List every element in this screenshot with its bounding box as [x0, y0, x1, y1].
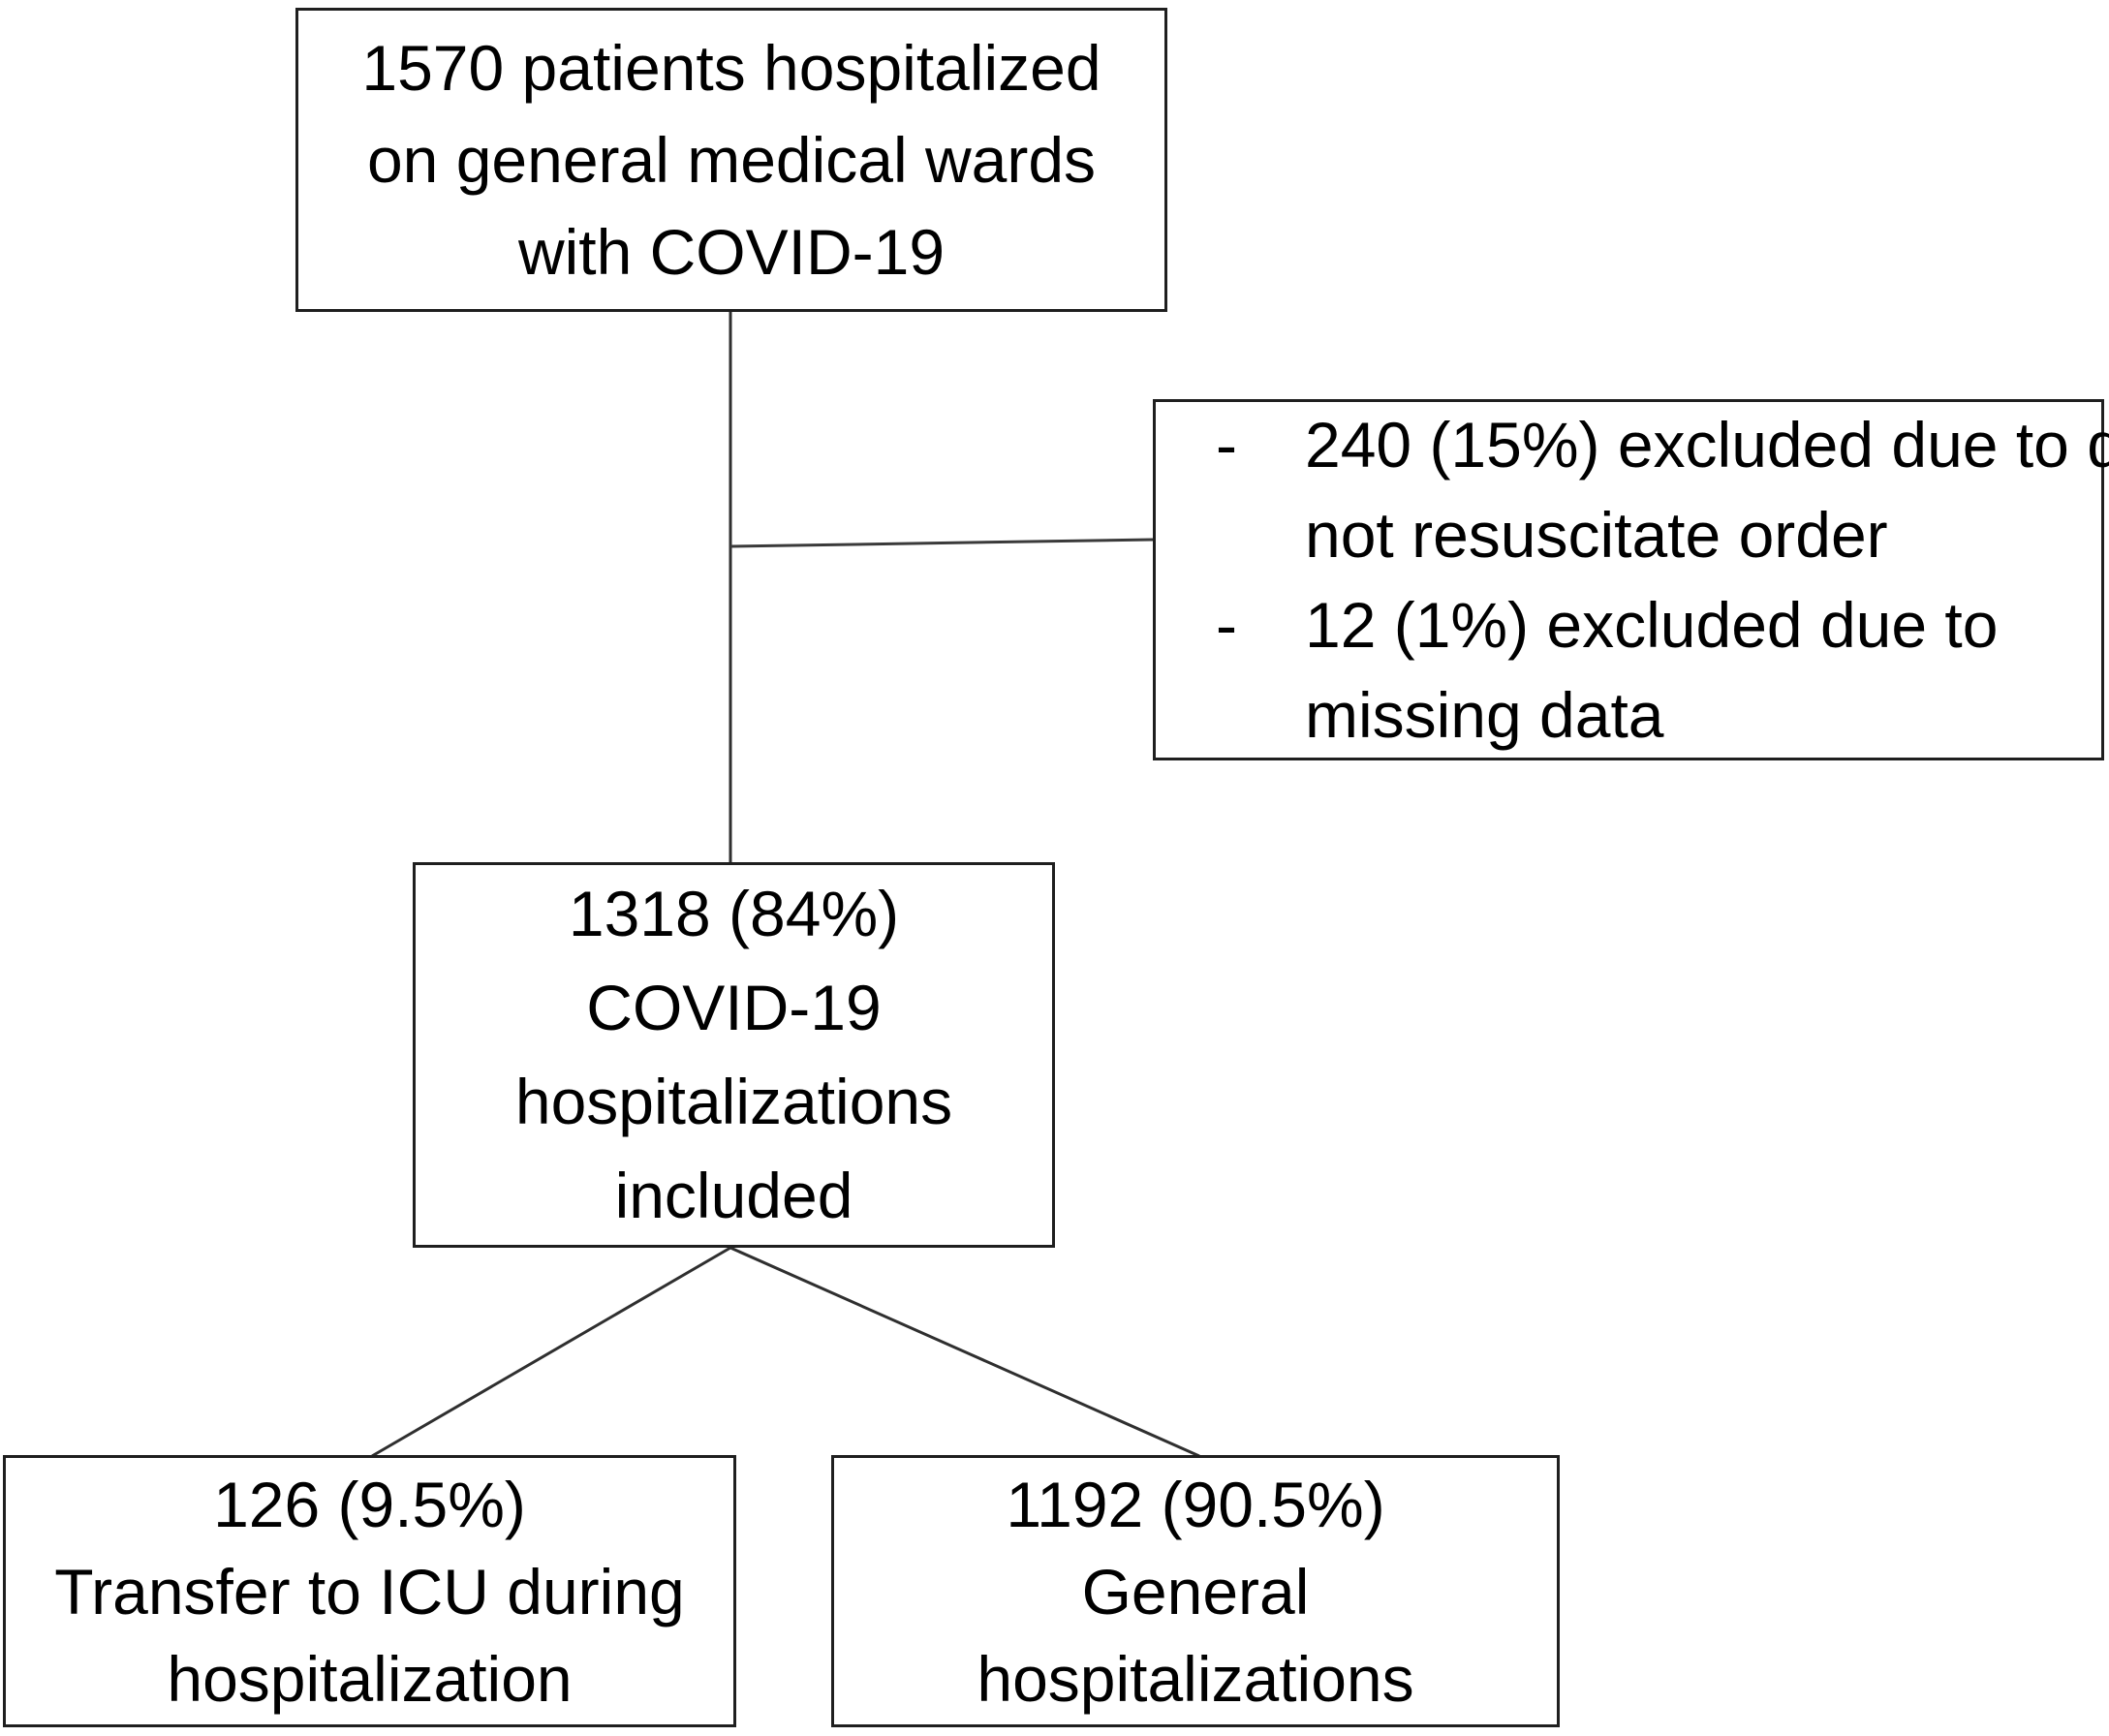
included-line-2: COVID-19 — [586, 972, 882, 1043]
icu-line-2: Transfer to ICU during — [54, 1555, 685, 1628]
excluded-missing-line-2: missing data — [1305, 678, 1664, 751]
excluded-dnr-line-1: 240 (15%) excluded due to do — [1305, 408, 2109, 480]
included-line-1: 1318 (84%) — [568, 878, 900, 949]
box-excluded-patients: - 240 (15%) excluded due to do not resus… — [1153, 399, 2109, 760]
included-line-3: hospitalizations — [514, 1066, 953, 1137]
excluded-item-dnr-bullet: - — [1216, 408, 1237, 480]
excluded-item-dnr: - 240 (15%) excluded due to do not resus… — [1216, 400, 2109, 580]
box-icu-transfer: 126 (9.5%) Transfer to ICU during hospit… — [3, 1455, 736, 1727]
excluded-dnr-line-2: not resuscitate order — [1305, 498, 1888, 571]
included-line-4: included — [614, 1160, 853, 1231]
icu-line-3: hospitalization — [167, 1642, 573, 1715]
general-line-3: hospitalizations — [977, 1642, 1414, 1715]
excluded-item-missing-text: 12 (1%) excluded due to missing data — [1305, 580, 2082, 760]
enrolled-line-1: 1570 patients hospitalized — [361, 31, 1101, 104]
box-included-hospitalizations: 1318 (84%) COVID-19 hospitalizations inc… — [413, 862, 1055, 1248]
connector-split-left-diagonal — [371, 1246, 731, 1458]
excluded-item-dnr-text: 240 (15%) excluded due to do not resusci… — [1305, 400, 2109, 580]
general-line-2: General — [1081, 1555, 1310, 1628]
enrolled-line-3: with COVID-19 — [517, 215, 946, 288]
excluded-item-missing-bullet: - — [1216, 588, 1237, 661]
excluded-missing-line-1: 12 (1%) excluded due to — [1305, 588, 1999, 661]
connector-exclusion-branch — [729, 538, 1154, 548]
box-enrolled-patients: 1570 patients hospitalized on general me… — [295, 8, 1167, 312]
box-general-hospitalizations: 1192 (90.5%) General hospitalizations — [831, 1455, 1560, 1727]
connector-split-right-diagonal — [729, 1246, 1200, 1458]
icu-line-1: 126 (9.5%) — [213, 1468, 526, 1540]
general-line-1: 1192 (90.5%) — [1006, 1468, 1385, 1540]
enrolled-line-2: on general medical wards — [366, 123, 1097, 196]
excluded-item-missing-data: - 12 (1%) excluded due to missing data — [1216, 580, 2082, 760]
